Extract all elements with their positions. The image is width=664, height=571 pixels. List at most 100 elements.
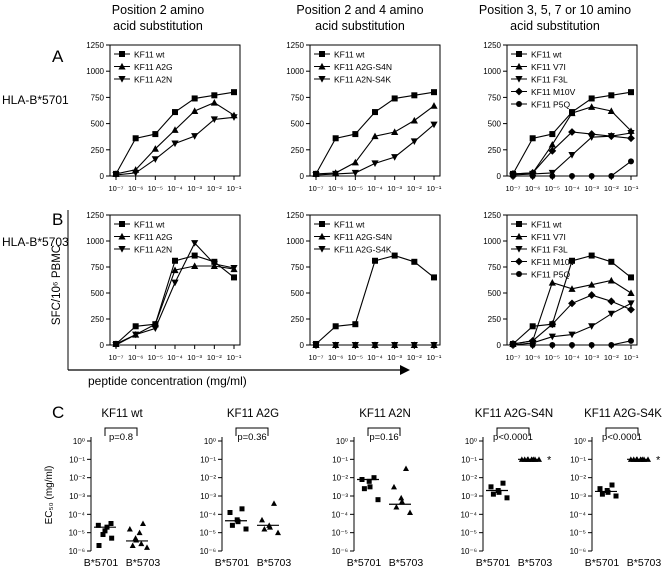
y-tick-label: 1000	[86, 67, 104, 76]
x-tick-label: 10⁻⁵	[545, 184, 560, 193]
data-point	[608, 92, 615, 99]
legend: KF11 wt KF11 V7I KF11 F3L KF11 M10V KF11 P5Q	[511, 50, 576, 110]
data-point	[568, 128, 576, 136]
series-kf11-p5q	[510, 337, 634, 348]
data-point	[261, 526, 268, 532]
data-point	[100, 532, 106, 537]
legend: KF11 wt KF11 A2G KF11 A2N	[114, 220, 173, 255]
data-point	[191, 133, 199, 140]
legend-label: KF11 wt	[334, 50, 365, 60]
data-point	[171, 126, 179, 133]
data-point	[230, 114, 238, 121]
y-tick-label: 10⁻²	[332, 474, 348, 483]
y-tick-label: 0	[497, 341, 502, 350]
data-point	[588, 323, 596, 330]
legend-marker	[318, 76, 326, 83]
category-label: B*5703	[627, 557, 662, 569]
data-point	[191, 240, 199, 247]
data-point	[372, 257, 378, 264]
line-panel-b3: 0 250 500 750 1000 1250 10⁻⁷ 10⁻⁶ 10⁻⁵ 10⁻⁴ 10⁻³ 10…	[483, 211, 639, 362]
data-point	[136, 529, 143, 536]
y-tick-label: 1250	[286, 41, 304, 50]
data-point	[430, 102, 438, 109]
data-point	[332, 342, 340, 349]
y-tick-label: 10⁻¹	[200, 455, 216, 464]
x-tick-label: 10⁻⁶	[525, 184, 540, 193]
data-point	[259, 516, 265, 523]
series-kf11-a2g-s4k	[312, 342, 438, 349]
data-point	[102, 528, 108, 534]
data-point	[332, 323, 339, 330]
data-point	[191, 107, 199, 115]
y-tick-label: 750	[91, 93, 105, 102]
data-point	[229, 522, 235, 528]
y-tick-label: 10⁻¹	[570, 455, 586, 464]
legend-label: KF11 A2G-S4K	[334, 245, 392, 255]
column-header-2: Position 2 and 4 amino acid substitution	[296, 3, 423, 33]
x-tick-label: 10⁻¹	[624, 184, 639, 193]
data-point	[126, 526, 133, 532]
data-point	[549, 342, 556, 348]
legend-marker	[118, 246, 126, 253]
y-tick-label: 0	[100, 172, 105, 181]
y-tick-label: 250	[291, 315, 305, 324]
data-point	[500, 480, 506, 486]
legend-label: KF11 wt	[531, 220, 562, 230]
significance-bracket	[367, 427, 401, 436]
data-point	[490, 491, 496, 497]
data-point	[375, 497, 381, 503]
data-point	[609, 482, 615, 488]
data-point	[607, 297, 616, 306]
category-label: B*5701	[215, 557, 250, 569]
legend-label: KF11 M10V	[531, 87, 576, 97]
y-tick-label: 10⁻⁵	[570, 529, 586, 538]
data-point	[371, 475, 377, 481]
x-tick-label: 10⁻¹	[227, 353, 242, 362]
legend-marker	[515, 246, 523, 253]
data-point	[588, 103, 596, 110]
data-point	[608, 173, 615, 179]
data-point	[398, 494, 405, 501]
series-line	[315, 124, 435, 176]
data-point	[191, 262, 199, 269]
x-tick-label: 10⁻⁷	[308, 353, 323, 362]
legend-marker	[515, 257, 523, 266]
data-point	[510, 173, 516, 179]
legend-marker	[319, 221, 325, 227]
y-tick-label: 10⁰	[73, 437, 85, 446]
data-point	[568, 299, 576, 308]
data-point	[361, 486, 367, 492]
data-point	[548, 320, 557, 329]
significance-bracket	[104, 427, 138, 436]
y-tick-label: 0	[100, 341, 105, 350]
data-point	[608, 342, 615, 348]
y-tick-label: 750	[488, 93, 502, 102]
data-point	[211, 92, 218, 99]
legend-label: KF11 wt	[134, 220, 165, 230]
x-tick-label: 10⁻⁵	[348, 184, 363, 193]
data-point	[351, 169, 359, 177]
significance-bracket	[496, 427, 530, 436]
x-tick-label: 10⁻⁴	[167, 184, 183, 193]
y-tick-label: 500	[91, 289, 105, 298]
data-point	[391, 154, 399, 161]
data-point	[129, 542, 136, 548]
legend-label: KF11 wt	[334, 220, 365, 230]
data-point	[496, 489, 502, 495]
data-point	[628, 158, 634, 165]
data-point	[171, 266, 179, 274]
y-tick-label: 10⁻⁵	[200, 529, 216, 538]
y-tick-label: 10⁻²	[69, 474, 85, 483]
scatter-title: KF11 A2G-S4N	[475, 408, 553, 420]
data-point	[191, 95, 198, 102]
legend-label: KF11 wt	[531, 50, 562, 60]
x-tick-label: 10⁻⁴	[564, 353, 580, 362]
data-point	[96, 543, 102, 548]
y-tick-label: 250	[291, 146, 305, 155]
y-tick-label: 250	[488, 315, 502, 324]
data-point	[628, 89, 634, 96]
x-tick-label: 10⁻⁷	[308, 184, 323, 193]
y-tick-label: 0	[497, 172, 502, 181]
legend-marker	[118, 232, 126, 240]
data-point	[569, 257, 575, 264]
